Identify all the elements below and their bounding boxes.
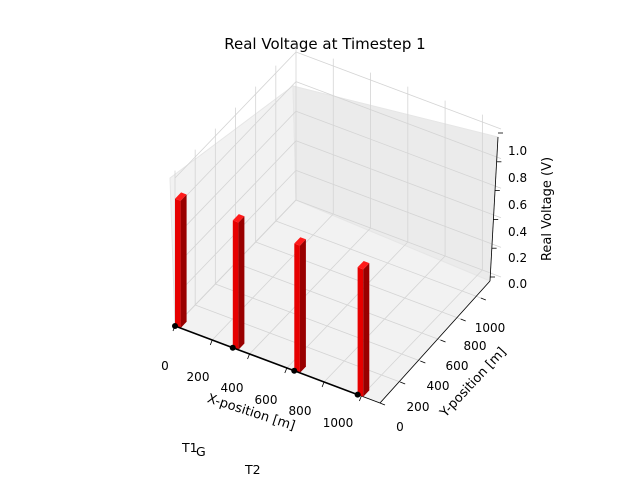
grid-line — [295, 199, 502, 278]
chart-title: Real Voltage at Timestep 1 — [224, 35, 425, 53]
bar-side — [180, 194, 187, 329]
x-tick-label: 400 — [221, 381, 244, 395]
y-tick-mark — [480, 297, 486, 301]
connector-line — [172, 323, 361, 398]
x-tick-mark — [247, 353, 250, 360]
tick-marks — [172, 132, 503, 406]
x-tick-label: 1000 — [323, 416, 354, 430]
node-marker — [354, 391, 361, 398]
y-tick-mark — [420, 360, 426, 364]
y-tick-label: 200 — [407, 400, 430, 414]
bar-front — [175, 198, 181, 329]
node-marker — [291, 367, 298, 374]
grid-line — [295, 110, 502, 189]
x-tick-label: 800 — [289, 404, 312, 418]
connector-polyline — [174, 325, 358, 396]
x-axis-label: X-position [m] — [205, 391, 297, 434]
bar-top — [175, 192, 187, 201]
z-tick-label: 1.0 — [508, 144, 527, 158]
z-tick-label: 0.6 — [508, 198, 527, 212]
bar-side — [363, 263, 370, 397]
y-tick-label: 600 — [446, 359, 469, 373]
bar-top — [357, 261, 370, 270]
grid-lines — [174, 44, 502, 404]
x-tick-mark — [209, 339, 213, 346]
y-tick-label: 400 — [427, 379, 450, 393]
grid-line — [235, 262, 441, 341]
x-tick-label: 600 — [255, 393, 278, 407]
y-tick-label: 800 — [464, 339, 487, 353]
z-tick-label: 0.2 — [508, 251, 527, 265]
bar-side — [238, 216, 245, 350]
grid-line — [174, 110, 297, 238]
grid-line — [295, 51, 502, 130]
bar-side — [299, 239, 306, 373]
y-axis-line — [379, 280, 491, 404]
bar-front — [232, 220, 239, 350]
grid-line — [174, 140, 297, 268]
y-tick-label: 1000 — [475, 321, 506, 335]
z-tick-label: 0.4 — [508, 225, 527, 239]
z-axis-label: Real Voltage (V) — [540, 157, 555, 261]
node-marker — [172, 323, 178, 329]
annotation-t2: T2 — [244, 462, 261, 477]
y-tick-mark — [460, 318, 466, 322]
node-marker — [229, 344, 236, 351]
grid-line — [174, 81, 297, 208]
z-tick-label: 0.0 — [508, 277, 527, 291]
annotation-t1: T1 — [181, 440, 198, 455]
bar-front — [294, 243, 300, 373]
y-tick-mark — [379, 402, 386, 406]
grid-line — [295, 170, 502, 248]
x-tick-mark — [321, 381, 325, 388]
annotation-g: G — [196, 444, 206, 459]
bars — [175, 192, 370, 397]
x-tick-label: 0 — [161, 359, 169, 373]
bar-top — [232, 214, 245, 223]
y-tick-mark — [400, 381, 406, 385]
grid-line — [295, 140, 502, 219]
y-tick-label: 0 — [396, 420, 404, 434]
z-tick-label: 0.8 — [508, 171, 527, 185]
bar-front — [357, 267, 364, 397]
grid-line — [174, 51, 297, 179]
bar-top — [294, 237, 306, 246]
grid-line — [295, 81, 502, 159]
grid-line — [275, 220, 481, 299]
z-axis-line — [489, 136, 499, 282]
x-tick-label: 200 — [187, 370, 210, 384]
y-tick-mark — [440, 339, 446, 343]
grid-line — [215, 283, 421, 362]
x-tick-mark — [358, 395, 362, 402]
x-tick-mark — [284, 367, 288, 374]
